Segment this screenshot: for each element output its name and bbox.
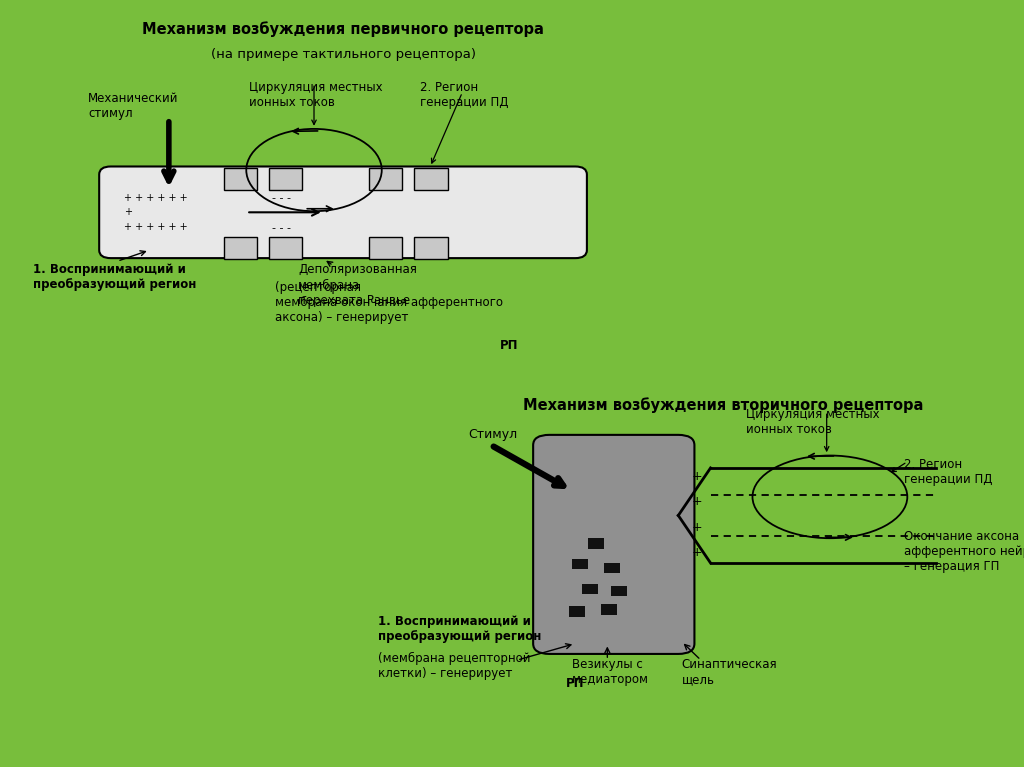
Bar — [571, 559, 588, 569]
FancyBboxPatch shape — [99, 166, 587, 258]
Text: (на примере тактильного рецептора): (на примере тактильного рецептора) — [211, 48, 475, 61]
Text: - - -: - - - — [272, 223, 291, 233]
Text: +: + — [691, 469, 701, 482]
Bar — [414, 237, 447, 259]
Text: 2. Регион
генерации ПД: 2. Регион генерации ПД — [904, 458, 992, 486]
FancyBboxPatch shape — [534, 435, 694, 654]
Text: Циркуляция местных
ионных токов: Циркуляция местных ионных токов — [250, 81, 383, 109]
Text: РП: РП — [565, 676, 584, 690]
Bar — [568, 607, 585, 617]
Text: РП: РП — [500, 339, 518, 352]
Text: - - -: - - - — [272, 193, 291, 203]
Bar — [269, 237, 302, 259]
Text: Механизм возбуждения первичного рецептора: Механизм возбуждения первичного рецептор… — [142, 21, 544, 37]
Bar — [369, 168, 402, 190]
Bar — [610, 586, 627, 596]
Bar — [223, 237, 257, 259]
Text: Механизм возбуждения вторичного рецептора: Механизм возбуждения вторичного рецептор… — [523, 397, 924, 413]
Text: Циркуляция местных
ионных токов: Циркуляция местных ионных токов — [746, 408, 880, 436]
Text: + + + + + +: + + + + + + — [124, 222, 187, 232]
Text: Механический
стимул: Механический стимул — [88, 92, 179, 120]
Text: (рецепторная
мембрана окончания афферентного
аксона) – генерирует: (рецепторная мембрана окончания афферент… — [275, 281, 504, 324]
Bar — [601, 604, 617, 614]
Text: +: + — [124, 207, 132, 217]
Bar — [269, 168, 302, 190]
Text: +: + — [691, 495, 701, 508]
Bar — [604, 563, 621, 574]
Text: 1. Воспринимающий и
преобразующий регион: 1. Воспринимающий и преобразующий регион — [34, 264, 201, 291]
Text: (мембрана рецепторной
клетки) – генерирует: (мембрана рецепторной клетки) – генериру… — [378, 652, 530, 680]
Text: +: + — [691, 522, 701, 535]
Text: 2. Регион
генерации ПД: 2. Регион генерации ПД — [421, 81, 509, 109]
Bar — [223, 168, 257, 190]
Text: + + + + + +: + + + + + + — [124, 193, 187, 203]
Text: 1. Воспринимающий и
преобразующий регион: 1. Воспринимающий и преобразующий регион — [378, 614, 542, 643]
Text: +: + — [691, 546, 701, 559]
Bar — [369, 237, 402, 259]
Bar — [582, 584, 598, 594]
Text: Везикулы с
медиатором: Везикулы с медиатором — [571, 658, 649, 686]
Text: Деполяризованная
мембрана
перехвата Ранвье: Деполяризованная мембрана перехвата Ранв… — [298, 264, 417, 307]
Text: Синаптическая
щель: Синаптическая щель — [682, 658, 777, 686]
Text: Стимул: Стимул — [469, 428, 518, 441]
Bar — [414, 168, 447, 190]
Bar — [588, 538, 604, 548]
Text: Окончание аксона
афферентного нейрона
– генерация ГП: Окончание аксона афферентного нейрона – … — [904, 530, 1024, 573]
